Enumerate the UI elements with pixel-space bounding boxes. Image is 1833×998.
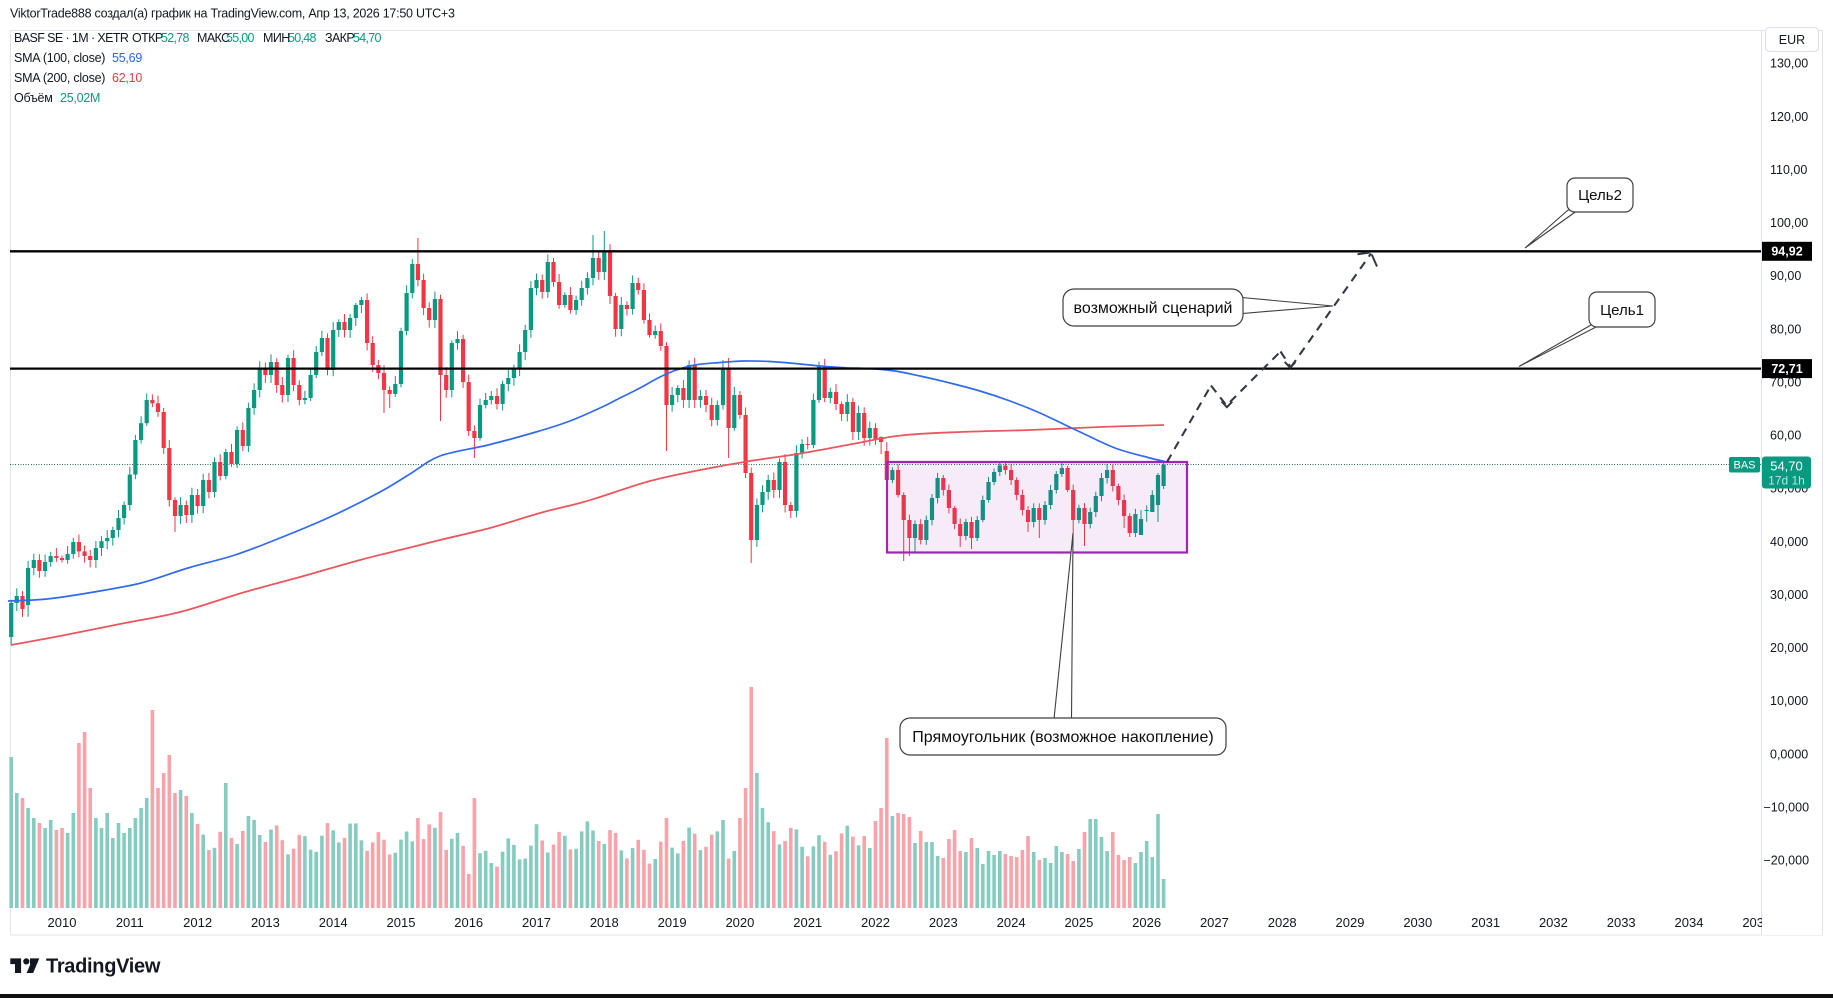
svg-text:130,00: 130,00 <box>1770 57 1808 71</box>
svg-text:Цель2: Цель2 <box>1578 187 1622 204</box>
svg-text:90,00: 90,00 <box>1770 269 1801 283</box>
svg-text:2015: 2015 <box>387 915 416 930</box>
svg-text:SMA (100, close)55,69: SMA (100, close) 55,69 <box>14 51 142 65</box>
svg-text:2013: 2013 <box>251 915 280 930</box>
svg-text:2019: 2019 <box>658 915 687 930</box>
svg-text:TradingView: TradingView <box>46 956 161 978</box>
svg-text:−10,000: −10,000 <box>1764 801 1810 815</box>
svg-text:2022: 2022 <box>861 915 890 930</box>
svg-text:70,00: 70,00 <box>1770 376 1801 390</box>
svg-text:20,000: 20,000 <box>1770 641 1808 655</box>
svg-text:100,00: 100,00 <box>1770 216 1808 230</box>
svg-text:2033: 2033 <box>1607 915 1636 930</box>
svg-text:17d 1h: 17d 1h <box>1768 474 1805 488</box>
svg-text:2029: 2029 <box>1336 915 1365 930</box>
svg-text:2026: 2026 <box>1132 915 1161 930</box>
svg-text:60,00: 60,00 <box>1770 429 1801 443</box>
svg-text:54,70: 54,70 <box>1770 459 1803 474</box>
svg-text:ViktorTrade888 создал(а) графи: ViktorTrade888 создал(а) график на Tradi… <box>10 7 455 21</box>
svg-text:72,71: 72,71 <box>1771 362 1802 376</box>
svg-text:2014: 2014 <box>319 915 348 930</box>
svg-text:10,000: 10,000 <box>1770 694 1808 708</box>
svg-text:Цель1: Цель1 <box>1600 302 1644 319</box>
svg-text:94,92: 94,92 <box>1771 245 1802 259</box>
svg-text:2023: 2023 <box>929 915 958 930</box>
svg-text:2016: 2016 <box>454 915 483 930</box>
svg-text:2030: 2030 <box>1403 915 1432 930</box>
svg-text:80,00: 80,00 <box>1770 322 1801 336</box>
svg-text:2018: 2018 <box>590 915 619 930</box>
svg-text:30,000: 30,000 <box>1770 588 1808 602</box>
svg-text:110,00: 110,00 <box>1770 163 1807 177</box>
svg-text:EUR: EUR <box>1779 33 1805 47</box>
svg-text:2011: 2011 <box>116 915 144 930</box>
svg-text:2028: 2028 <box>1268 915 1297 930</box>
svg-text:2010: 2010 <box>48 915 77 930</box>
svg-text:0,0000: 0,0000 <box>1770 747 1808 761</box>
svg-text:BAS: BAS <box>1733 460 1755 472</box>
svg-text:2012: 2012 <box>183 915 212 930</box>
svg-text:2031: 2031 <box>1471 915 1500 930</box>
svg-text:2017: 2017 <box>522 915 551 930</box>
svg-text:2027: 2027 <box>1200 915 1229 930</box>
svg-text:SMA (200, close)62,10: SMA (200, close) 62,10 <box>14 71 142 85</box>
svg-text:40,000: 40,000 <box>1770 535 1808 549</box>
svg-text:2025: 2025 <box>1064 915 1093 930</box>
svg-text:2021: 2021 <box>793 915 822 930</box>
svg-text:Прямоугольник (возможное накоп: Прямоугольник (возможное накопление) <box>912 729 1213 746</box>
svg-text:−20,000: −20,000 <box>1764 854 1810 868</box>
svg-text:120,00: 120,00 <box>1770 110 1808 124</box>
svg-text:2032: 2032 <box>1539 915 1568 930</box>
svg-text:2020: 2020 <box>725 915 754 930</box>
svg-text:возможный сценарий: возможный сценарий <box>1074 300 1233 317</box>
svg-text:2024: 2024 <box>997 915 1026 930</box>
svg-text:2034: 2034 <box>1675 915 1704 930</box>
